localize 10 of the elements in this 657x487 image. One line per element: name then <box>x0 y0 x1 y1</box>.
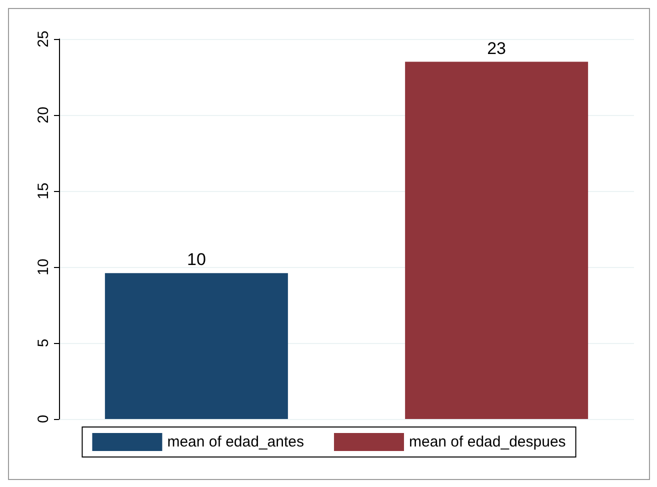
data-label: 23 <box>487 38 506 58</box>
y-tick-label: 25 <box>35 30 52 48</box>
y-tick-label: 20 <box>35 106 52 124</box>
legend-label: mean of edad_antes <box>167 434 304 450</box>
legend-label: mean of edad_despues <box>408 434 566 450</box>
y-tick-label: 5 <box>35 338 52 348</box>
y-tick-label: 15 <box>35 182 52 200</box>
y-tick-label: 0 <box>35 414 52 424</box>
data-label: 10 <box>186 250 206 270</box>
y-tick-label: 10 <box>35 258 52 276</box>
